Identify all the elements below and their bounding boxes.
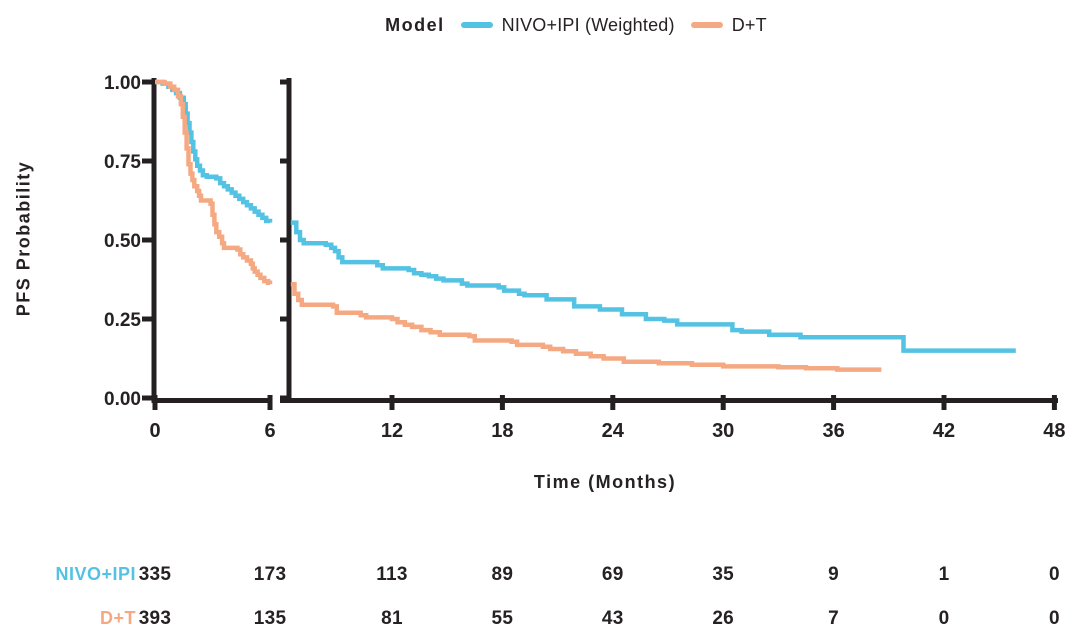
risk-count: 393: [138, 608, 172, 629]
x-tick-label: 0: [149, 420, 160, 442]
nivo-ipi-line-swatch-icon: [460, 22, 493, 28]
x-tick-label: 6: [264, 420, 275, 442]
y-tick-label: 0.50: [104, 231, 141, 252]
risk-row-nivo-ipi: NIVO+IPI 335 173 113 89 69 35 9 1 0: [0, 564, 1080, 590]
legend-label-nivo-ipi: NIVO+IPI (Weighted): [501, 14, 675, 35]
legend-title: Model: [385, 14, 445, 35]
x-tick-label: 18: [491, 420, 513, 442]
risk-count: 0: [1048, 608, 1060, 629]
x-tick-label: 36: [822, 420, 844, 442]
series-curve-d-t-pre-break: [155, 79, 273, 285]
risk-count: 35: [712, 564, 735, 585]
risk-count: 113: [376, 564, 408, 585]
y-tick-label: 1.00: [104, 73, 141, 94]
y-tick-label: 0.75: [104, 152, 141, 173]
risk-count: 26: [712, 608, 735, 629]
risk-count: 43: [601, 608, 624, 629]
series-curve-d-t-post-break: [290, 281, 882, 372]
risk-count: 7: [828, 608, 840, 629]
plot-area: 0.00 0.25 0.50 0.75 1.00 0 6 12 18 24 30 36 42 48: [104, 73, 1066, 442]
series-curve-nivo-ipi-weighted--post-break: [290, 220, 1016, 353]
x-tick-label: 48: [1043, 420, 1065, 442]
risk-count: 335: [138, 564, 172, 585]
risk-count: 1: [938, 564, 950, 585]
legend: Model NIVO+IPI (Weighted) D+T: [0, 10, 1080, 40]
risk-count: 135: [253, 608, 287, 629]
dt-line-swatch-icon: [690, 22, 723, 28]
risk-row-d-t: D+T 393 135 81 55 43 26 7 0 0: [0, 608, 1080, 634]
number-at-risk-table: NIVO+IPI 335 173 113 89 69 35 9 1 0 D+T 393 135 81 55 4…: [0, 552, 1080, 638]
legend-item-dt: D+T: [690, 14, 767, 36]
risk-row-label: D+T: [99, 608, 136, 628]
x-tick-label: 42: [933, 420, 955, 442]
risk-count: 0: [1048, 564, 1060, 585]
risk-row-label: NIVO+IPI: [55, 564, 136, 584]
legend-label-dt: D+T: [731, 14, 767, 35]
y-tick-label: 0.00: [104, 389, 141, 410]
legend-item-nivo-ipi: NIVO+IPI (Weighted): [460, 14, 675, 36]
risk-count: 9: [828, 564, 840, 585]
y-tick-label: 0.25: [104, 310, 141, 331]
x-tick-label: 12: [381, 420, 403, 442]
x-tick-label: 24: [602, 420, 625, 442]
x-axis-title: Time (Months): [533, 472, 677, 492]
risk-count: 173: [253, 564, 287, 585]
risk-count: 89: [491, 564, 514, 585]
risk-count: 0: [938, 608, 950, 629]
risk-count: 81: [381, 608, 403, 629]
risk-count: 69: [601, 564, 624, 585]
x-tick-label: 30: [712, 420, 734, 442]
risk-count: 55: [491, 608, 514, 629]
